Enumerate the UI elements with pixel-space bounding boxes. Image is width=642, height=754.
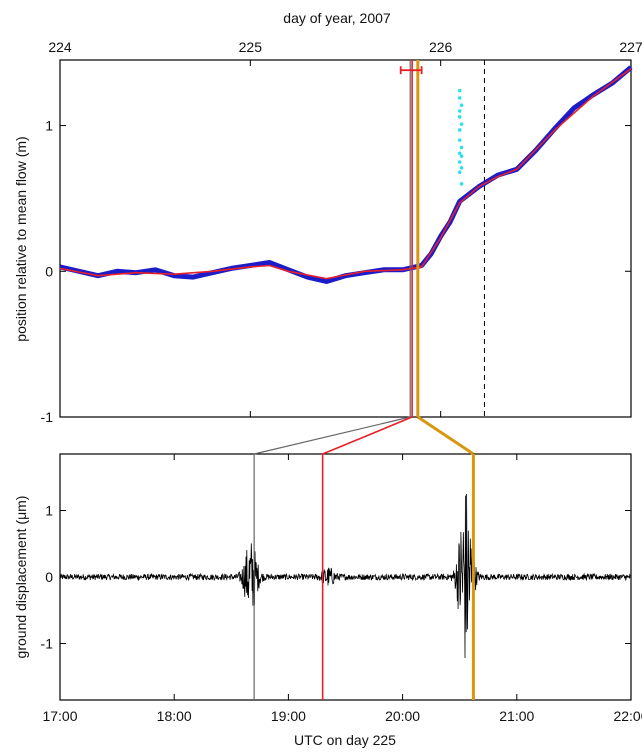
top-plot-content — [59, 60, 633, 417]
cyan-scatter-point — [457, 160, 462, 164]
cyan-scatter-point — [457, 96, 462, 100]
bottom-y-axis-ticks: -1 0 1 — [41, 503, 631, 651]
cyan-scatter-point — [459, 145, 464, 150]
top-axis-tick-label: 225 — [239, 39, 263, 55]
bottom-x-tick-label: 19:00 — [271, 708, 306, 724]
seismogram-trace — [59, 493, 632, 659]
bottom-x-tick-label: 17:00 — [42, 708, 77, 724]
bottom-y-tick-label: 0 — [45, 569, 53, 585]
bottom-x-axis-ticks: 17:00 18:00 19:00 20:00 21:00 22:00 — [42, 454, 642, 724]
bottom-x-tick-label: 18:00 — [157, 708, 192, 724]
top-y-tick-label: 0 — [45, 263, 53, 279]
top-y-tick-label: 1 — [45, 118, 53, 134]
bottom-plot-content — [59, 454, 632, 700]
panel-connectors — [254, 415, 475, 456]
bottom-y-axis-label: ground displacement (μm) — [13, 496, 29, 659]
red-connector — [322, 416, 413, 455]
cyan-scatter-point — [457, 170, 462, 174]
cyan-scatter-point — [457, 115, 462, 119]
cyan-scatter-point — [457, 88, 462, 93]
bottom-y-tick-label: 1 — [45, 503, 53, 519]
cyan-scatter-point — [459, 103, 464, 107]
cyan-scatter-point — [457, 109, 462, 113]
position-series-red — [59, 68, 632, 280]
cyan-scatter-point — [459, 166, 464, 170]
top-axis-tick-label: 227 — [619, 39, 642, 55]
cyan-scatter-point — [457, 128, 462, 132]
bottom-x-tick-label: 21:00 — [499, 708, 534, 724]
top-axis-label: day of year, 2007 — [283, 10, 391, 26]
top-y-tick-label: -1 — [41, 409, 54, 425]
top-axis-tick-label: 224 — [48, 39, 72, 55]
cyan-scatter-point — [459, 154, 464, 158]
cyan-scatter-point — [457, 138, 462, 142]
bottom-x-tick-label: 22:00 — [613, 708, 642, 724]
orange-connector — [416, 415, 475, 456]
bottom-y-tick-label: -1 — [41, 635, 54, 651]
top-y-axis-label: position relative to mean flow (m) — [13, 136, 29, 341]
cyan-scatter-point — [459, 122, 464, 126]
bottom-x-tick-label: 20:00 — [385, 708, 420, 724]
top-plot-frame — [59, 59, 632, 418]
gray-connector — [254, 416, 411, 455]
top-axis-tick-label: 226 — [429, 39, 453, 55]
top-axis-ticks: 224 225 226 227 — [48, 39, 642, 417]
top-y-axis-ticks: -1 0 1 — [41, 118, 631, 425]
position-series-blue — [59, 65, 633, 284]
bottom-x-axis-label: UTC on day 225 — [294, 732, 396, 748]
cyan-scatter-point — [457, 151, 462, 156]
cyan-scatter-point — [459, 182, 464, 186]
